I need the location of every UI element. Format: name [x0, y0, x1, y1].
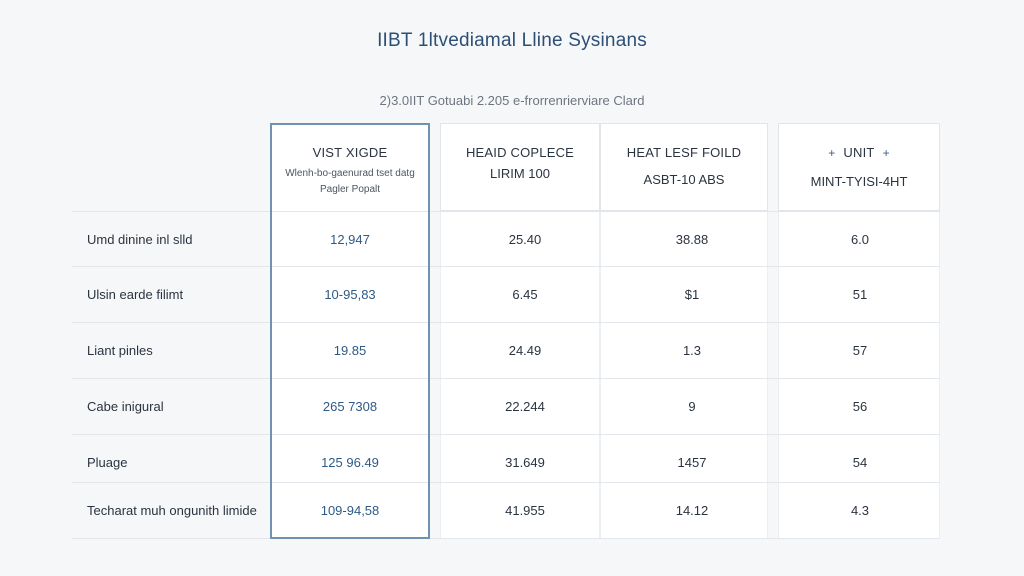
table-cell: 1.3	[682, 343, 702, 358]
table-cell: 6.0	[850, 232, 870, 247]
column-highlight-outline	[270, 123, 430, 539]
row-label: Liant pinles	[87, 342, 153, 358]
plus-icon[interactable]: +	[828, 146, 836, 160]
table-cell: 54	[852, 455, 868, 470]
column-header-note: Pagler Popalt	[319, 184, 381, 195]
table-cell: 109-94,58	[320, 503, 380, 518]
table-cell: 125 96.49	[321, 455, 379, 470]
table-row[interactable]: Ulsin earde filimt 10-95,83 6.45 $1 51	[72, 266, 940, 322]
table-cell: 38.88	[675, 232, 709, 247]
column-header-4[interactable]: + UNIT + MINT-TYISI-4HT	[778, 123, 940, 211]
table-bottom-rule	[72, 538, 940, 539]
table-cell: 31.649	[505, 455, 545, 470]
column-header-3[interactable]: HEAT LESF FOILD ASBT-10 ABS	[600, 123, 768, 211]
column-header-note: Wlenh-bo-gaenurad tset datg	[285, 168, 415, 179]
table-cell: 51	[852, 287, 868, 302]
table-row[interactable]: Umd dinine inl slld 12,947 25.40 38.88 6…	[72, 211, 940, 267]
table-cell: 4.3	[850, 503, 870, 518]
table-cell: 56	[852, 399, 868, 414]
table-cell: 14.12	[675, 503, 709, 518]
column-header-card-highlighted	[270, 123, 430, 211]
column-header-title-row: + UNIT +	[778, 145, 940, 160]
column-header-card	[440, 123, 600, 211]
plus-icon[interactable]: +	[882, 146, 890, 160]
row-label: Umd dinine inl slld	[87, 231, 193, 247]
row-label: Pluage	[87, 454, 128, 470]
page-title: IIBT 1ltvediamal Lline Sysinans	[377, 30, 647, 51]
table-cell: 22.244	[505, 399, 545, 414]
row-label: Ulsin earde filimt	[87, 286, 184, 302]
column-header-card	[600, 123, 768, 211]
column-background	[270, 211, 430, 539]
column-background	[778, 211, 940, 539]
column-header-subtitle: MINT-TYISI-4HT	[810, 174, 908, 189]
table-cell: 9	[688, 399, 696, 414]
column-header-2[interactable]: HEAID COPLECE LIRIM 100	[440, 123, 600, 211]
table-row[interactable]: Liant pinles 19.85 24.49 1.3 57	[72, 322, 940, 378]
row-label: Techarat muh ongunith limide	[87, 502, 257, 518]
table-cell: 19.85	[333, 343, 367, 358]
table-cell: 1457	[677, 455, 707, 470]
table-cell: 24.49	[508, 343, 542, 358]
table-cell: 57	[852, 343, 868, 358]
table-cell: 12,947	[330, 232, 370, 247]
table-row[interactable]: Techarat muh ongunith limide 109-94,58 4…	[72, 482, 940, 538]
table-row[interactable]: Cabe inigural 265 7308 22.244 9 56	[72, 378, 940, 434]
page-subtitle: 2)3.0IIT Gotuabi 2.205 e-frorrenrierviar…	[379, 93, 645, 108]
column-header-title: UNIT	[843, 145, 875, 160]
table-cell: 265 7308	[322, 399, 378, 414]
table-cell: $1	[684, 287, 700, 302]
column-header-title: HEAT LESF FOILD	[626, 145, 742, 160]
column-header-title: HEAID COPLECE	[465, 145, 575, 160]
column-background	[440, 211, 600, 539]
column-header-subtitle: ASBT-10 ABS	[643, 172, 725, 187]
table-cell: 41.955	[505, 503, 545, 518]
table-cell: 10-95,83	[324, 287, 376, 302]
column-header-subtitle: LIRIM 100	[490, 166, 550, 181]
column-header-1[interactable]: VIST XIGDE Wlenh-bo-gaenurad tset datg P…	[270, 123, 430, 211]
column-header-card	[778, 123, 940, 211]
table-cell: 25.40	[508, 232, 542, 247]
table-row[interactable]: Pluage 125 96.49 31.649 1457 54	[72, 434, 940, 490]
column-background	[600, 211, 768, 539]
column-header-title: VIST XIGDE	[312, 145, 388, 160]
row-label: Cabe inigural	[87, 398, 164, 414]
table-cell: 6.45	[512, 287, 538, 302]
